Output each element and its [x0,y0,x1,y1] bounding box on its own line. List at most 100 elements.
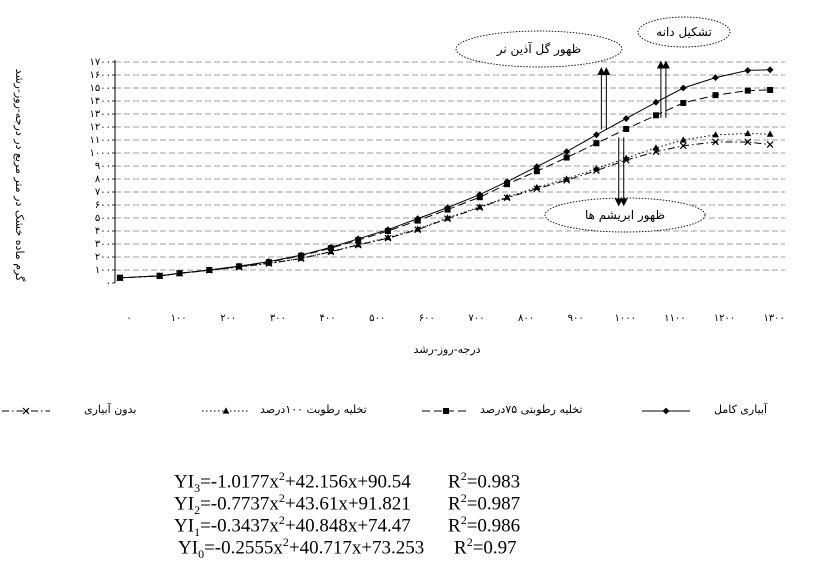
legend-label: آبیاری کامل [714,403,768,416]
data-point-stroke [503,194,511,202]
legend-item-75pct: تخلیه رطوبتی ۷۵درصد [420,401,630,421]
data-point [712,131,719,138]
legend-swatch [642,407,690,415]
y-tick-labels: ۰ ۱۰۰ ۲۰۰ ۳۰۰ ۴۰۰ ۵۰۰ ۶۰۰ ۷۰۰ ۸۰۰ ۹۰۰ ۱۰۰۰ ۱۱۰۰ ۱۲۰۰… [90,57,111,289]
series-line [116,138,774,282]
y-axis-label: گرم ماده خشک در متر مربع در درجه-روز-رشد [13,69,26,282]
y-tick-label: ۸۰۰ [95,174,111,185]
legend-swatch [422,408,470,414]
data-point [712,74,719,81]
annotation-label: ظهور ابریشم ها [585,208,665,223]
series-line [116,66,774,282]
data-point [652,98,660,106]
data-point [265,260,273,267]
y-tick-label: ۱۵۰۰ [90,83,111,94]
data-point-stroke [297,255,305,262]
legend-label: بدون آبیاری [84,403,137,416]
data-point [384,234,392,242]
data-point-stroke [354,241,362,249]
data-point [652,148,660,156]
data-point [156,272,164,280]
data-point [622,115,630,122]
data-point [443,408,449,414]
chart: ۰۱۰۰۲۰۰۳۰۰۴۰۰۵۰۰۶۰۰۷۰۰۸۰۰۹۰۰۱۰۰۰۱۱۰۰۱۲۰۰… [13,16,785,356]
data-point [712,92,719,99]
data-point [679,136,687,143]
data-point-stroke [176,269,183,277]
data-point [680,99,687,106]
data-point [744,138,752,146]
data-point [22,407,30,415]
x-tick-label: ۱۰۰ [171,313,187,324]
data-point [533,183,541,191]
data-point-stroke [744,138,752,146]
y-tick-label: ۱۲۰۰ [90,122,111,133]
y-tick-label: ۰ [106,278,111,289]
data-point [533,185,541,193]
data-point-stroke [116,274,124,282]
x-tick-label: ۳۰۰ [270,313,286,324]
data-point [712,138,719,146]
data-point [476,204,484,212]
legend-label: تخلیه رطوبت ۱۰۰درصد [260,403,367,416]
data-point [384,233,392,241]
data-point-stroke [384,234,392,242]
data-point [414,217,421,224]
x-tick-label: ۶۰۰ [419,313,435,324]
data-point [235,263,243,271]
y-tick-label: ۱۱۰۰ [90,135,111,146]
annotation-ellipse [455,30,623,68]
data-point [766,141,774,148]
y-tick-label: ۷۰۰ [95,187,111,198]
data-point [563,175,571,182]
data-point-stroke [766,141,774,148]
data-point-stroke [235,263,243,271]
y-tick-label: ۳۰۰ [95,239,111,250]
data-point-stroke [592,167,600,174]
series-path [119,89,771,279]
annotation-ellipse [637,16,731,48]
data-point-stroke [414,226,422,234]
data-point [354,241,362,249]
legend-item-no-irrigation: بدون آبیاری [0,401,190,421]
data-point-stroke [156,272,164,280]
data-point [679,84,687,92]
x-tick-label: ۴۰۰ [319,313,335,324]
data-point-stroke [679,142,687,150]
x-tick-label: ۲۰۰ [220,313,236,324]
data-point [593,131,600,139]
data-point-stroke [265,260,273,267]
data-point [563,176,571,184]
data-point-stroke [476,204,484,212]
data-point [116,274,124,282]
data-point [503,194,511,202]
data-point [504,181,511,188]
annotation: ظهور ابریشم ها [544,137,706,233]
annotation: تشکیل دانه [637,16,731,118]
x-tick-label: ۱۳۰۰ [763,313,784,324]
x-tick-label: ۱۱۰۰ [664,313,685,324]
data-point [679,142,687,150]
data-point [444,206,451,213]
y-tick-label: ۱۰۰۰ [90,148,111,159]
y-tick-label: ۱۷۰۰ [90,57,111,68]
annotation: ظهور گل آذین نر [455,30,623,130]
annotation-label: ظهور گل آذین نر [496,41,581,57]
data-point [297,255,305,262]
data-point [444,214,451,221]
series-lines [116,66,774,282]
y-tick-label: ۲۰۰ [95,252,111,263]
x-tick-label: ۱۲۰۰ [714,313,735,324]
y-tick-label: ۱۴۰۰ [90,96,111,107]
data-point [767,86,774,93]
x-axis-label: درجه-روز-رشد [413,343,480,356]
x-tick-labels: ۰ ۱۰۰ ۲۰۰ ۳۰۰ ۴۰۰ ۵۰۰ ۶۰۰ ۷۰۰ ۸۰۰ ۹۰۰ ۱۰۰۰ ۱۱۰۰ ۱۲۰۰… [126,313,785,324]
data-point [327,248,335,256]
y-tick-label: ۵۰۰ [95,213,111,224]
data-point [476,194,483,201]
x-tick-label: ۵۰۰ [369,313,385,324]
data-point [414,226,422,234]
y-tick-label: ۱۰۰ [95,265,111,276]
axes [112,60,116,284]
data-point-stroke [563,176,571,184]
